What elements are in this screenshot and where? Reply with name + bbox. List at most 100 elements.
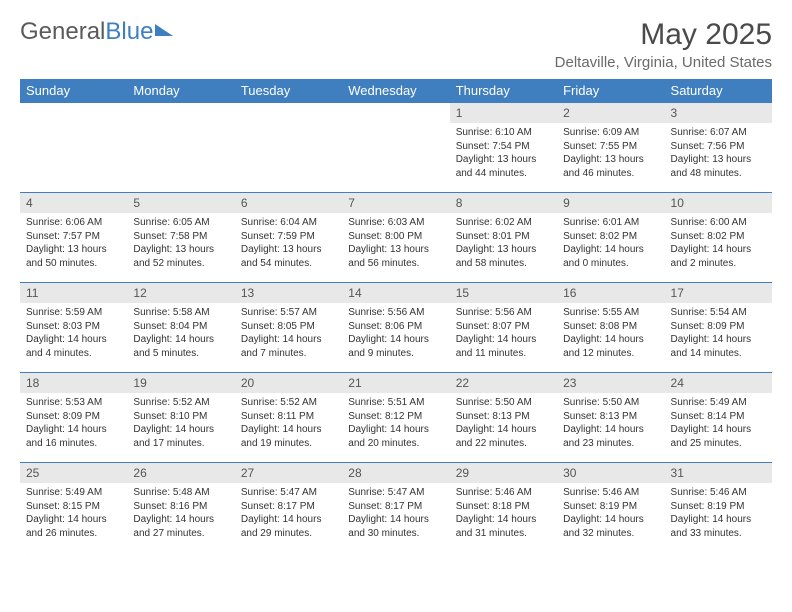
day-line-dl2: and 9 minutes. [348,347,443,361]
day-line-dl2: and 11 minutes. [456,347,551,361]
day-line-ss: Sunset: 8:02 PM [671,230,766,244]
day-number: 11 [20,283,127,303]
day-header: Sunday [20,79,127,103]
day-number: 20 [235,373,342,393]
day-line-dl2: and 58 minutes. [456,257,551,271]
day-line-sr: Sunrise: 5:49 AM [671,396,766,410]
day-line-dl1: Daylight: 13 hours [241,243,336,257]
day-line-dl1: Daylight: 14 hours [133,423,228,437]
day-line-dl1: Daylight: 13 hours [563,153,658,167]
day-line-sr: Sunrise: 5:59 AM [26,306,121,320]
day-line-sr: Sunrise: 5:51 AM [348,396,443,410]
day-cell: 8Sunrise: 6:02 AMSunset: 8:01 PMDaylight… [450,193,557,283]
day-details: Sunrise: 5:57 AMSunset: 8:05 PMDaylight:… [235,303,342,363]
day-line-dl1: Daylight: 13 hours [671,153,766,167]
day-line-dl2: and 25 minutes. [671,437,766,451]
day-line-ss: Sunset: 8:19 PM [563,500,658,514]
day-line-dl2: and 20 minutes. [348,437,443,451]
day-number: 30 [557,463,664,483]
day-number: 27 [235,463,342,483]
day-details: Sunrise: 5:50 AMSunset: 8:13 PMDaylight:… [450,393,557,453]
day-details: Sunrise: 5:49 AMSunset: 8:15 PMDaylight:… [20,483,127,543]
day-line-sr: Sunrise: 5:48 AM [133,486,228,500]
day-number: 24 [665,373,772,393]
day-line-dl1: Daylight: 14 hours [563,333,658,347]
day-line-ss: Sunset: 8:05 PM [241,320,336,334]
day-number: 23 [557,373,664,393]
day-header: Monday [127,79,234,103]
day-line-ss: Sunset: 8:13 PM [456,410,551,424]
calendar-body: 1Sunrise: 6:10 AMSunset: 7:54 PMDaylight… [20,103,772,553]
day-line-ss: Sunset: 7:56 PM [671,140,766,154]
day-details: Sunrise: 5:48 AMSunset: 8:16 PMDaylight:… [127,483,234,543]
day-line-dl2: and 30 minutes. [348,527,443,541]
day-line-sr: Sunrise: 5:47 AM [348,486,443,500]
day-cell: 3Sunrise: 6:07 AMSunset: 7:56 PMDaylight… [665,103,772,193]
day-line-dl2: and 26 minutes. [26,527,121,541]
day-number: 29 [450,463,557,483]
day-line-ss: Sunset: 8:09 PM [671,320,766,334]
day-line-sr: Sunrise: 5:46 AM [456,486,551,500]
day-line-ss: Sunset: 8:03 PM [26,320,121,334]
day-details: Sunrise: 5:46 AMSunset: 8:18 PMDaylight:… [450,483,557,543]
day-details: Sunrise: 5:46 AMSunset: 8:19 PMDaylight:… [557,483,664,543]
day-details: Sunrise: 6:04 AMSunset: 7:59 PMDaylight:… [235,213,342,273]
day-line-ss: Sunset: 8:13 PM [563,410,658,424]
day-line-ss: Sunset: 8:17 PM [241,500,336,514]
day-line-dl1: Daylight: 14 hours [456,333,551,347]
day-line-sr: Sunrise: 6:09 AM [563,126,658,140]
day-number: 15 [450,283,557,303]
day-line-sr: Sunrise: 5:52 AM [241,396,336,410]
week-row: 18Sunrise: 5:53 AMSunset: 8:09 PMDayligh… [20,373,772,463]
day-number: 6 [235,193,342,213]
day-line-ss: Sunset: 7:54 PM [456,140,551,154]
day-cell [127,103,234,193]
day-line-sr: Sunrise: 6:03 AM [348,216,443,230]
day-line-dl2: and 56 minutes. [348,257,443,271]
day-line-ss: Sunset: 8:19 PM [671,500,766,514]
day-line-ss: Sunset: 7:57 PM [26,230,121,244]
day-header: Thursday [450,79,557,103]
day-cell: 31Sunrise: 5:46 AMSunset: 8:19 PMDayligh… [665,463,772,553]
day-line-ss: Sunset: 8:16 PM [133,500,228,514]
day-cell [20,103,127,193]
day-number: 2 [557,103,664,123]
day-line-ss: Sunset: 8:11 PM [241,410,336,424]
day-line-dl1: Daylight: 14 hours [563,423,658,437]
day-line-sr: Sunrise: 5:52 AM [133,396,228,410]
day-line-sr: Sunrise: 5:56 AM [456,306,551,320]
day-line-sr: Sunrise: 6:04 AM [241,216,336,230]
day-line-sr: Sunrise: 6:05 AM [133,216,228,230]
day-number: 3 [665,103,772,123]
day-line-dl2: and 50 minutes. [26,257,121,271]
day-line-dl2: and 23 minutes. [563,437,658,451]
day-line-ss: Sunset: 8:01 PM [456,230,551,244]
calendar-table: SundayMondayTuesdayWednesdayThursdayFrid… [20,79,772,553]
day-line-ss: Sunset: 8:10 PM [133,410,228,424]
day-line-sr: Sunrise: 5:55 AM [563,306,658,320]
day-header: Tuesday [235,79,342,103]
day-details: Sunrise: 6:03 AMSunset: 8:00 PMDaylight:… [342,213,449,273]
location-text: Deltaville, Virginia, United States [555,54,772,71]
day-line-dl1: Daylight: 14 hours [671,513,766,527]
day-cell: 21Sunrise: 5:51 AMSunset: 8:12 PMDayligh… [342,373,449,463]
day-line-dl2: and 54 minutes. [241,257,336,271]
day-line-dl1: Daylight: 14 hours [26,423,121,437]
day-details: Sunrise: 5:47 AMSunset: 8:17 PMDaylight:… [235,483,342,543]
day-details: Sunrise: 6:06 AMSunset: 7:57 PMDaylight:… [20,213,127,273]
day-line-sr: Sunrise: 5:46 AM [563,486,658,500]
day-cell: 14Sunrise: 5:56 AMSunset: 8:06 PMDayligh… [342,283,449,373]
day-line-sr: Sunrise: 5:56 AM [348,306,443,320]
day-cell: 23Sunrise: 5:50 AMSunset: 8:13 PMDayligh… [557,373,664,463]
day-details: Sunrise: 5:55 AMSunset: 8:08 PMDaylight:… [557,303,664,363]
day-line-ss: Sunset: 8:07 PM [456,320,551,334]
header: GeneralBlue May 2025 Deltaville, Virgini… [20,18,772,71]
day-line-dl2: and 19 minutes. [241,437,336,451]
day-line-dl2: and 46 minutes. [563,167,658,181]
day-header-row: SundayMondayTuesdayWednesdayThursdayFrid… [20,79,772,103]
day-line-ss: Sunset: 7:55 PM [563,140,658,154]
day-header: Friday [557,79,664,103]
day-line-dl2: and 22 minutes. [456,437,551,451]
day-line-sr: Sunrise: 5:54 AM [671,306,766,320]
day-number: 31 [665,463,772,483]
